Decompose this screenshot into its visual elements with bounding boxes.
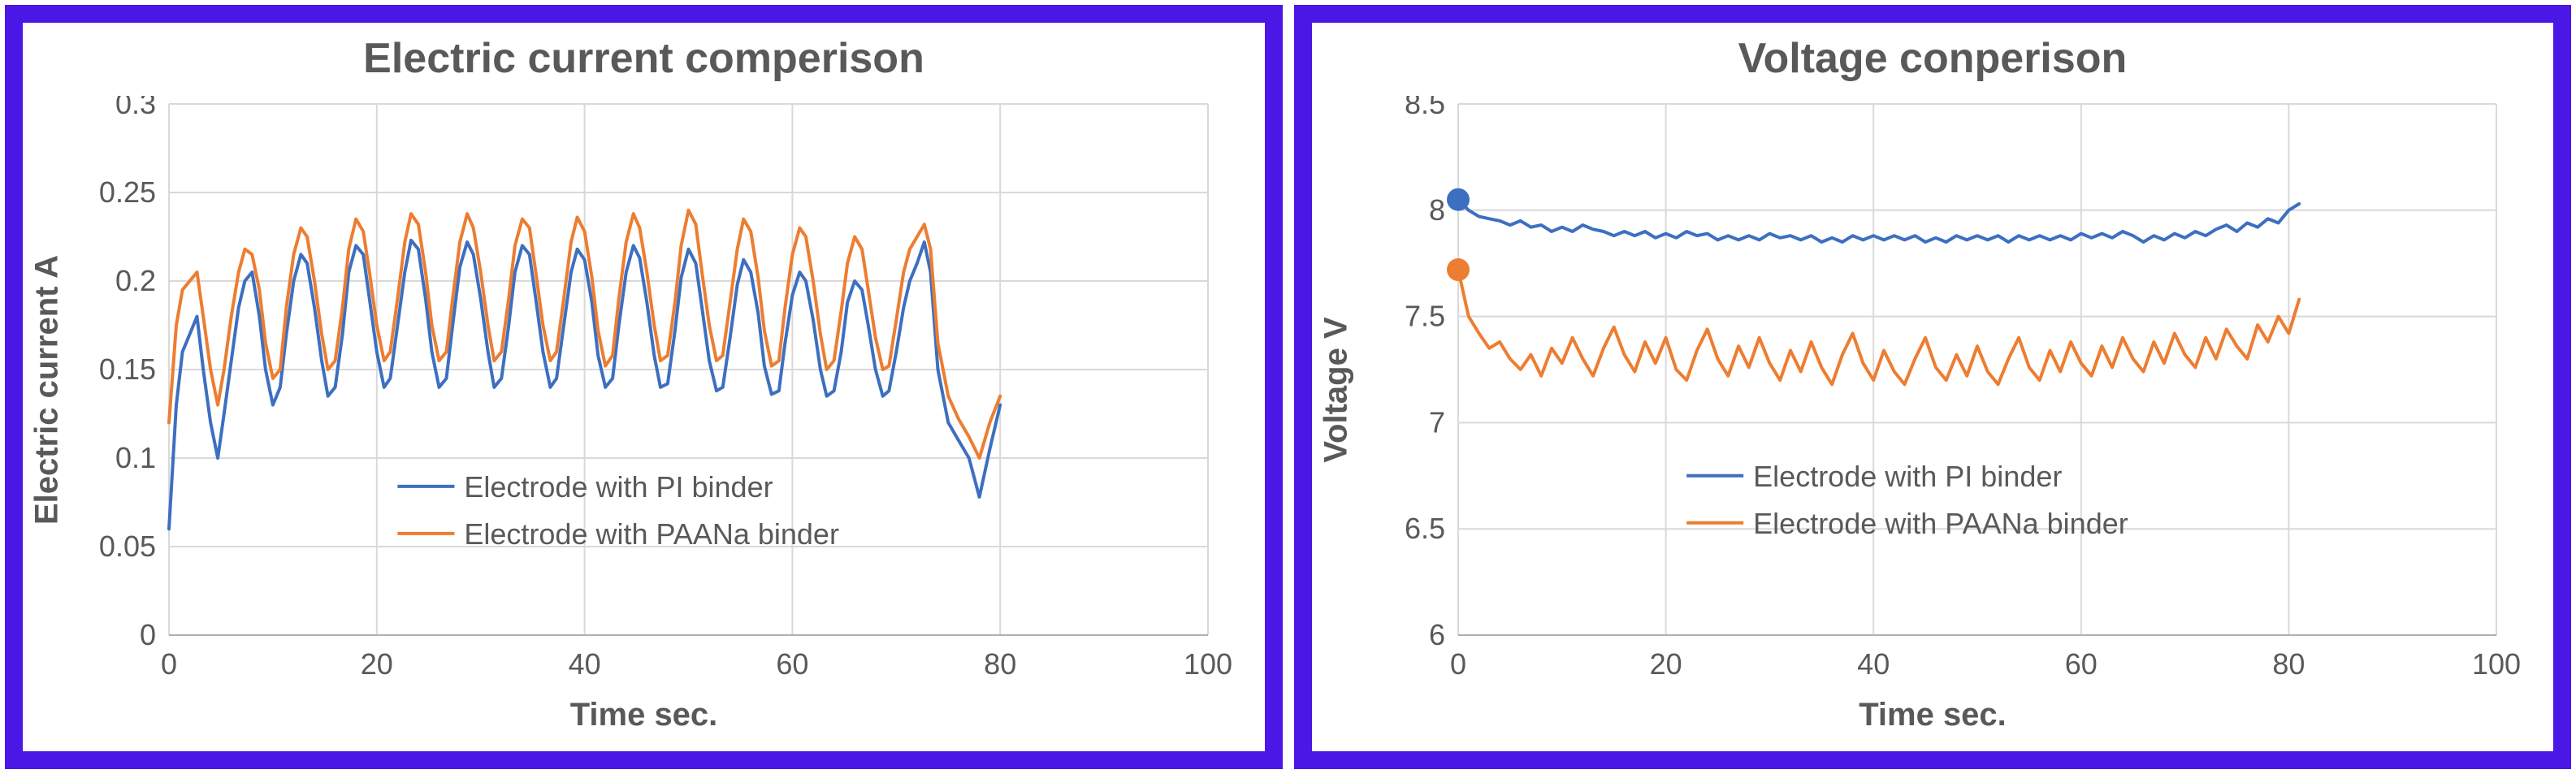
y-axis-label-right: Voltage V <box>1318 317 1355 462</box>
svg-text:40: 40 <box>1857 647 1890 681</box>
svg-text:0.25: 0.25 <box>99 175 156 209</box>
svg-text:6: 6 <box>1429 618 1445 651</box>
svg-text:100: 100 <box>1184 647 1232 681</box>
left-plot-area: Electric current A 00.050.10.150.20.250.… <box>55 96 1232 684</box>
chart-svg-left: 0 0.05 0.1 0.15 0.2 0.25 0.3 0 20 40 60 80 100 Electr… <box>55 96 1232 684</box>
chart-title-left: Electric current comperison <box>23 23 1265 88</box>
svg-text:20: 20 <box>361 647 393 681</box>
svg-text:6.5: 6.5 <box>1405 512 1445 545</box>
chart-svg-right: 6 6.5 7 7.5 8 8.5 0 20 40 60 80 100 Electrode with P… <box>1344 96 2521 684</box>
svg-text:40: 40 <box>569 647 601 681</box>
svg-text:0: 0 <box>161 647 177 681</box>
x-axis-label-left: Time sec. <box>23 692 1265 751</box>
svg-text:0.1: 0.1 <box>115 441 156 474</box>
svg-text:8: 8 <box>1429 193 1445 227</box>
svg-text:0.2: 0.2 <box>115 264 156 297</box>
y-axis-label-left: Electric current A <box>29 255 66 525</box>
right-plot-area: Voltage V 66.577.588.5020406080100Electr… <box>1344 96 2521 684</box>
svg-text:7.5: 7.5 <box>1405 300 1445 333</box>
svg-text:100: 100 <box>2472 647 2521 681</box>
svg-text:8.5: 8.5 <box>1405 96 1445 120</box>
svg-text:80: 80 <box>2272 647 2305 681</box>
svg-text:60: 60 <box>2065 647 2098 681</box>
svg-text:0.3: 0.3 <box>115 96 156 120</box>
svg-text:0.15: 0.15 <box>99 352 156 386</box>
svg-text:80: 80 <box>984 647 1016 681</box>
svg-text:Electrode with PI binder: Electrode with PI binder <box>1753 460 2062 493</box>
right-panel: Voltage conperison Voltage V 6 6.5 7 7.5 8 8.… <box>1294 5 2571 769</box>
svg-text:0: 0 <box>1450 647 1466 681</box>
svg-text:7: 7 <box>1429 405 1445 439</box>
svg-text:Electrode with PAANa binder: Electrode with PAANa binder <box>464 517 839 551</box>
svg-text:0: 0 <box>140 618 156 651</box>
svg-text:60: 60 <box>776 647 808 681</box>
svg-text:Electrode with PI binder: Electrode with PI binder <box>464 470 773 504</box>
svg-text:Electrode with PAANa binder: Electrode with PAANa binder <box>1753 507 2128 540</box>
chart-title-right: Voltage conperison <box>1312 23 2553 88</box>
svg-text:20: 20 <box>1650 647 1682 681</box>
svg-text:0.05: 0.05 <box>99 530 156 563</box>
x-axis-label-right: Time sec. <box>1312 692 2553 751</box>
left-panel: Electric current comperison Electric cur… <box>5 5 1283 769</box>
